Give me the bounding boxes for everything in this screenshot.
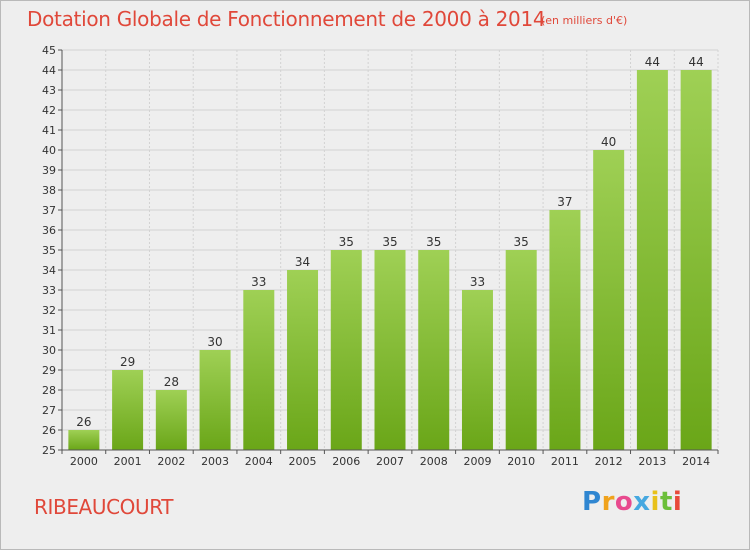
proxiti-logo[interactable]: Proxiti [582,487,682,517]
x-tick-label: 2007 [376,455,404,468]
data-label: 35 [426,235,441,249]
y-tick-label: 45 [42,44,56,57]
y-tick-label: 32 [42,304,56,317]
data-label: 40 [601,135,616,149]
bar-2013 [636,70,668,450]
bar-2011 [549,210,581,450]
brand-letter: t [659,487,673,517]
brand-letter: i [672,487,683,517]
x-tick-label: 2003 [201,455,229,468]
data-label: 33 [251,275,266,289]
bar-2014 [680,70,712,450]
bars [68,70,712,450]
bar-2009 [461,290,493,450]
data-label: 33 [470,275,485,289]
x-tick-label: 2012 [595,455,623,468]
data-label: 34 [295,255,310,269]
data-label: 30 [207,335,222,349]
y-tick-label: 30 [42,344,56,357]
data-label: 37 [557,195,572,209]
y-tick-label: 29 [42,364,56,377]
bar-2008 [418,250,450,450]
x-tick-label: 2013 [638,455,666,468]
y-tick-label: 33 [42,284,56,297]
bar-2006 [330,250,362,450]
bar-2001 [112,370,144,450]
bar-2004 [243,290,275,450]
data-label: 35 [339,235,354,249]
y-tick-label: 41 [42,124,56,137]
y-tick-label: 38 [42,184,56,197]
brand-letter: r [601,487,615,517]
data-label: 44 [688,55,703,69]
data-label: 28 [164,375,179,389]
y-tick-label: 25 [42,444,56,457]
x-tick-label: 2008 [420,455,448,468]
x-tick-label: 2000 [70,455,98,468]
y-tick-label: 37 [42,204,56,217]
y-tick-label: 34 [42,264,56,277]
y-tick-label: 36 [42,224,56,237]
brand-letter: x [633,487,651,517]
x-tick-label: 2011 [551,455,579,468]
x-tick-label: 2006 [332,455,360,468]
data-labels: 26 29 28 30 33 34 35 35 35 33 35 37 40 44 44 [76,55,704,429]
y-tick-label: 43 [42,84,56,97]
x-tick-label: 2005 [289,455,317,468]
data-label: 35 [514,235,529,249]
bar-2012 [593,150,625,450]
bar-2007 [374,250,406,450]
chart-subtitle: (en milliers d'€) [541,14,628,27]
x-tick-label: 2010 [507,455,535,468]
x-tick-label: 2014 [682,455,710,468]
axes: 25 26 27 28 29 30 31 32 33 34 35 36 37 38 39 40 41 42 43 44… [42,44,719,468]
bar-2010 [505,250,537,450]
bar-2005 [287,270,319,450]
bar-2000 [68,430,100,450]
y-tick-label: 42 [42,104,56,117]
data-label: 44 [645,55,660,69]
data-label: 29 [120,355,135,369]
x-tick-label: 2004 [245,455,273,468]
city-name: RIBEAUCOURT [34,495,174,519]
x-tick-label: 2002 [157,455,185,468]
x-tick-label: 2001 [114,455,142,468]
bar-2002 [155,390,187,450]
y-tick-label: 39 [42,164,56,177]
brand-letter: o [614,487,634,517]
brand-letter: i [650,487,660,517]
data-label: 35 [382,235,397,249]
y-tick-label: 40 [42,144,56,157]
x-tick-label: 2009 [463,455,491,468]
y-tick-label: 44 [42,64,56,77]
bar-2003 [199,350,231,450]
y-tick-label: 27 [42,404,56,417]
chart-title: Dotation Globale de Fonctionnement de 20… [27,7,546,31]
y-tick-label: 35 [42,244,56,257]
y-tick-label: 28 [42,384,56,397]
data-label: 26 [76,415,91,429]
y-tick-label: 31 [42,324,56,337]
brand-letter: P [582,487,602,517]
y-tick-label: 26 [42,424,56,437]
